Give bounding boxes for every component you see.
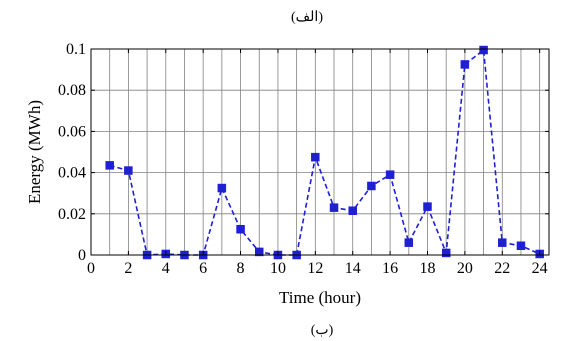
x-tick-label: 4	[162, 260, 170, 277]
y-tick-label: 0.06	[58, 123, 86, 140]
data-point-marker	[124, 166, 133, 175]
data-point-marker	[311, 152, 320, 162]
plot-frame	[90, 48, 550, 256]
y-tick-label: 0	[78, 247, 86, 264]
data-point-marker	[498, 238, 507, 247]
data-point-marker	[404, 238, 414, 247]
axis-ticks: 0 2 4 6 8 10 12 14 16 18 20 22 2400.020.040.060.080.…	[58, 41, 549, 277]
x-tick-label: 20	[457, 260, 473, 277]
plot-area: 0 2 4 6 8 10 12 14 16 18 20 22 2400.020.040.060.080.…	[58, 41, 550, 277]
x-tick-label: 6	[199, 260, 207, 277]
x-tick-label: 2	[124, 260, 132, 277]
y-axis-title: Energy (MWh)	[25, 100, 44, 204]
x-tick-label: 8	[237, 260, 245, 277]
data-point-marker	[348, 206, 357, 215]
data-point-marker	[441, 248, 451, 258]
data-point-marker	[460, 60, 470, 69]
data-point-marker	[105, 161, 114, 170]
x-tick-label: 18	[419, 260, 435, 277]
grid-lines	[91, 49, 549, 255]
figure-bottom-label: (ب)	[311, 323, 334, 338]
y-tick-label: 0.02	[58, 206, 86, 223]
data-point-marker	[329, 203, 339, 212]
data-point-marker	[217, 183, 227, 193]
x-tick-label: 24	[532, 260, 548, 277]
plot-background	[91, 49, 549, 255]
figure-top-label: (الف)	[291, 10, 323, 25]
data-point-marker	[236, 225, 245, 234]
x-tick-label: 16	[382, 260, 398, 277]
x-tick-label: 10	[270, 260, 286, 277]
data-point-marker	[479, 45, 488, 55]
data-point-marker	[516, 241, 526, 250]
y-tick-label: 0.04	[58, 165, 86, 182]
data-point-marker	[367, 181, 376, 191]
y-tick-label: 0.08	[58, 82, 86, 99]
y-tick-label: 0.1	[66, 41, 86, 58]
data-point-marker	[385, 170, 395, 179]
data-point-marker	[254, 247, 264, 257]
x-tick-label: 22	[494, 260, 510, 277]
x-tick-label: 14	[345, 260, 361, 277]
x-axis-title: Time (hour)	[279, 288, 361, 307]
x-tick-label: 0	[87, 260, 95, 277]
x-tick-label: 12	[307, 260, 323, 277]
data-point-marker	[423, 202, 432, 211]
